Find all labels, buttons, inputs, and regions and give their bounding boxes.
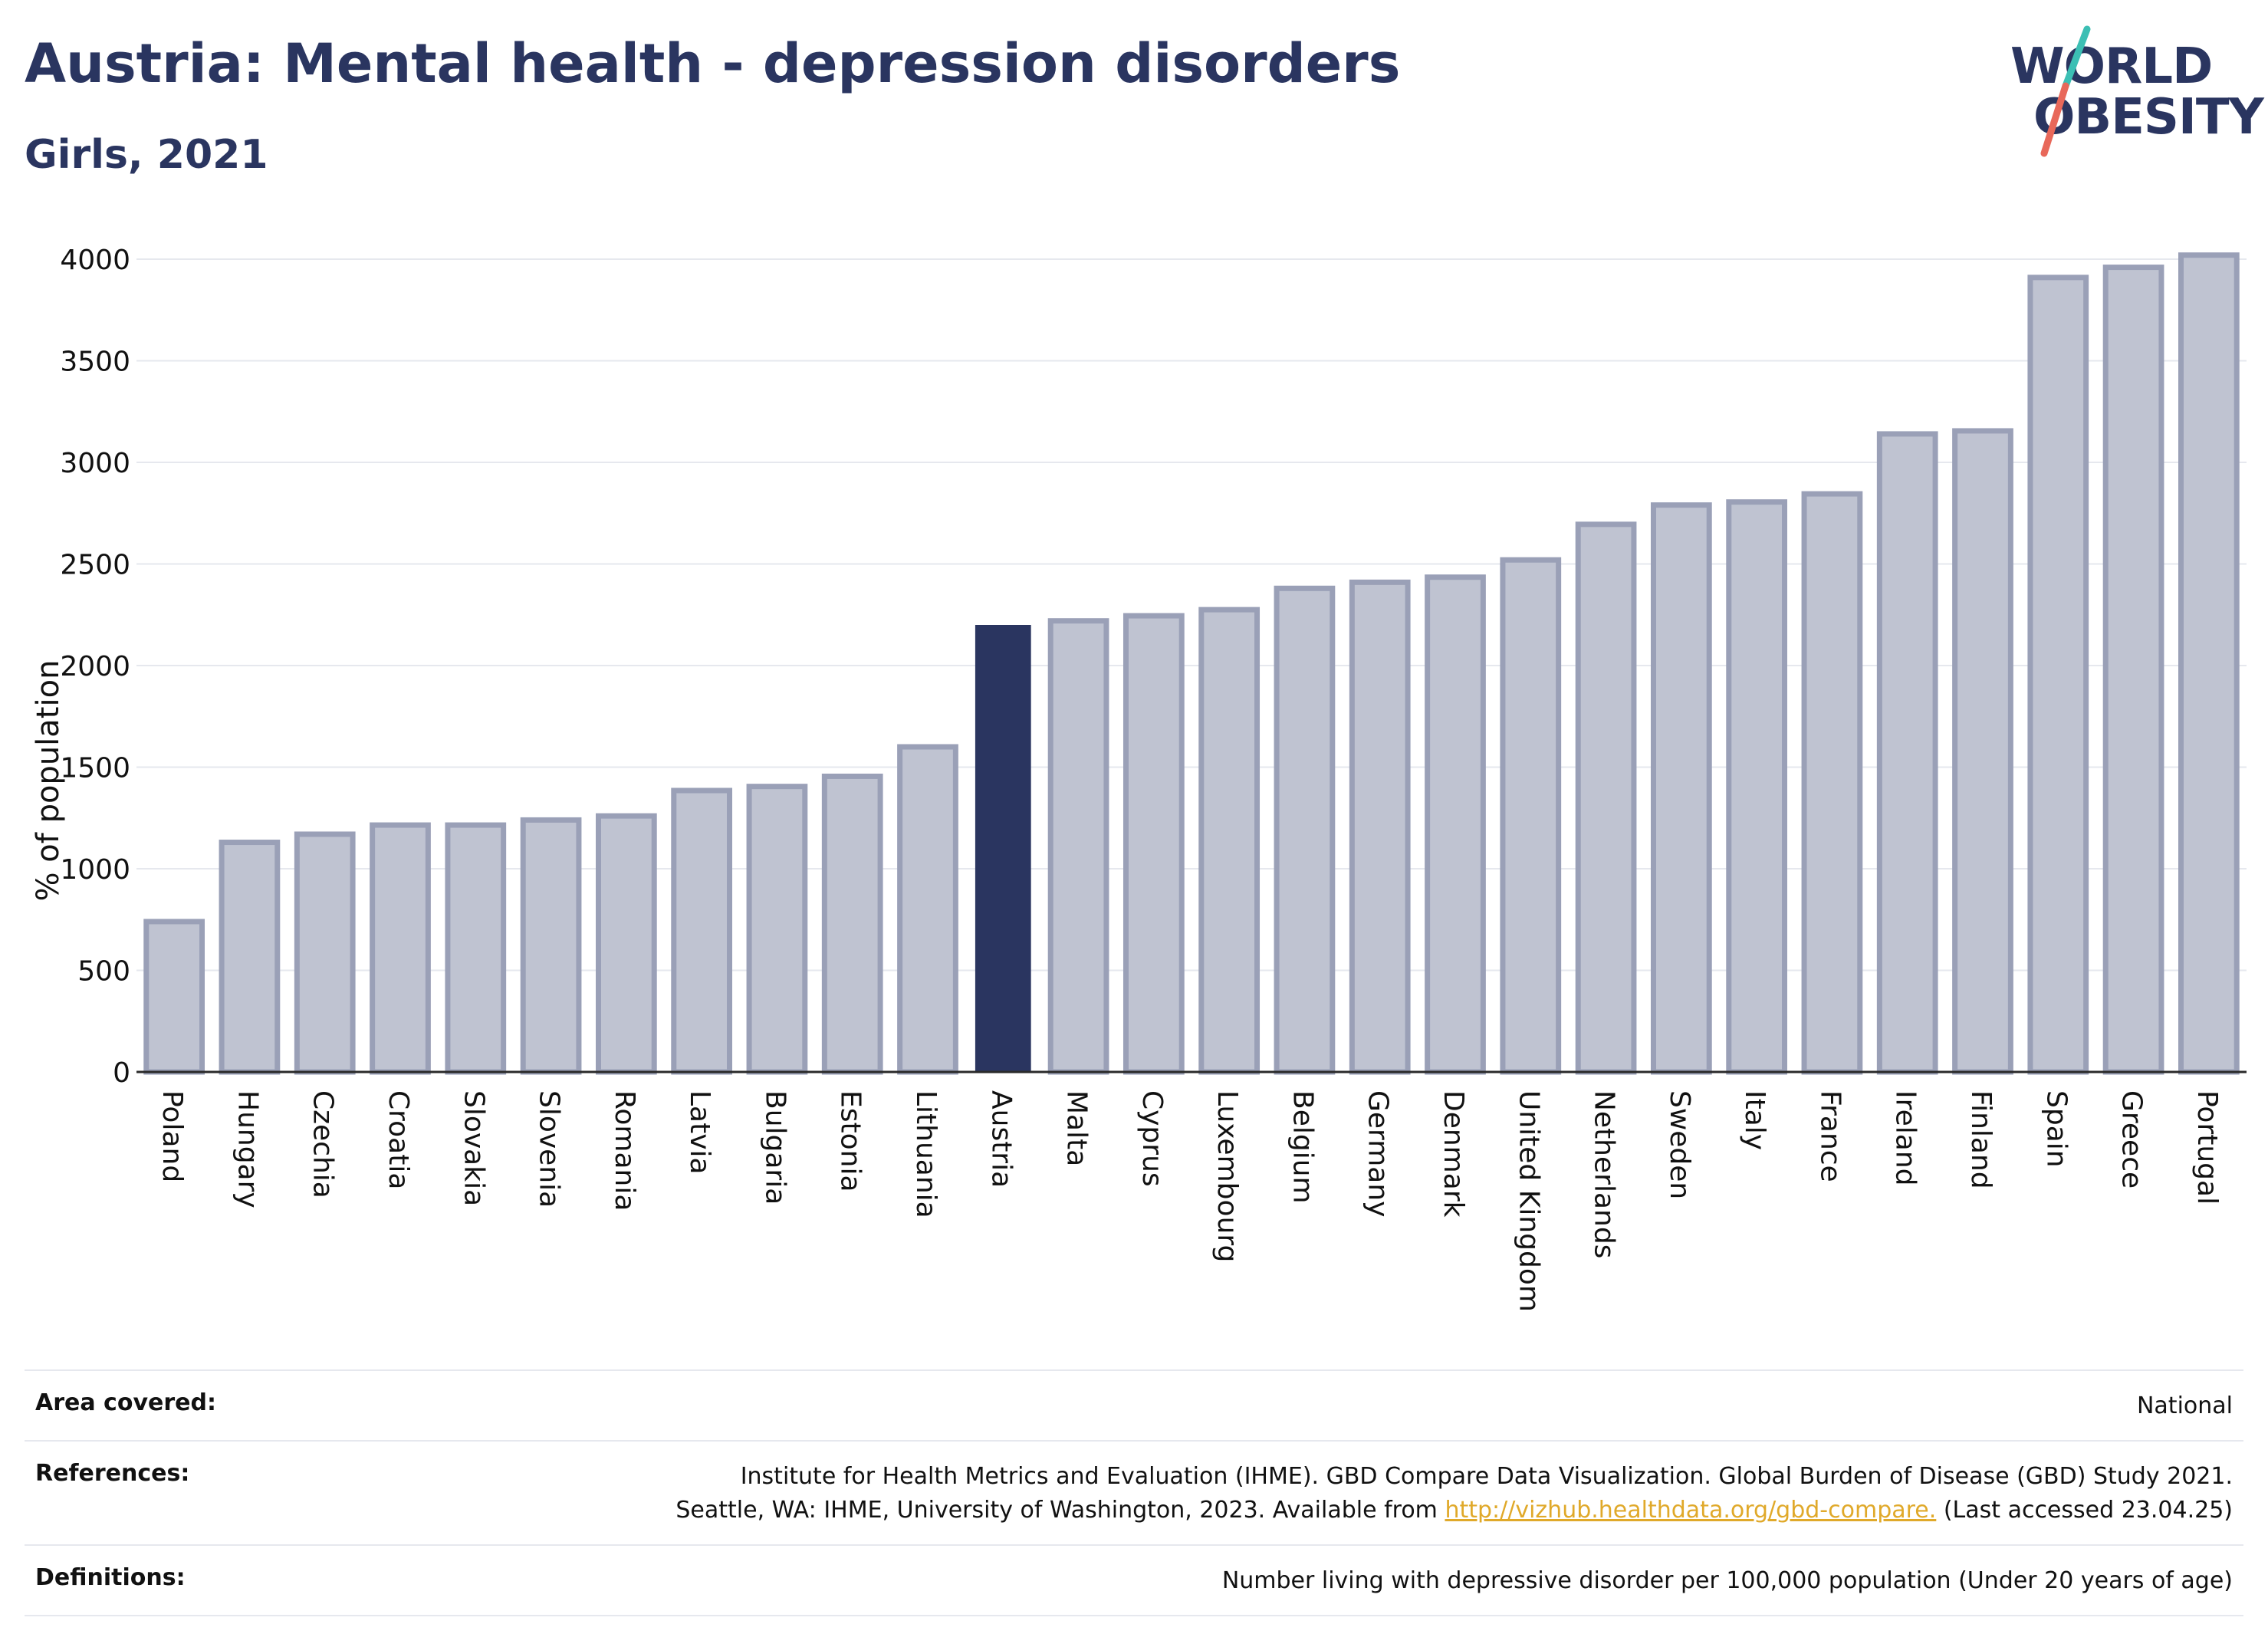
area-covered-value: National xyxy=(2136,1392,2233,1419)
x-tick-label: Greece xyxy=(2116,1090,2148,1189)
y-tick-label: 2500 xyxy=(60,550,130,581)
x-axis-ticks: Poland Hungary Czechia Croatia Slovakia Slove… xyxy=(156,1090,2223,1312)
x-tick-label: Slovenia xyxy=(534,1090,565,1208)
bar-slovakia xyxy=(445,822,507,1075)
info-table: Area covered: National References: Insti… xyxy=(25,1369,2243,1616)
bar-italy xyxy=(1726,499,1788,1075)
bar-ireland xyxy=(1876,431,1938,1075)
x-tick-label: Czechia xyxy=(307,1090,339,1198)
bar-hungary xyxy=(219,840,281,1075)
references-value: Institute for Health Metrics and Evaluat… xyxy=(675,1460,2233,1527)
y-tick-label: 2000 xyxy=(60,651,130,682)
x-tick-label: Romania xyxy=(609,1090,640,1211)
bar-poland xyxy=(143,919,205,1075)
bar-finland xyxy=(1952,428,2013,1075)
bar-sweden xyxy=(1650,502,1712,1075)
y-tick-label: 0 xyxy=(113,1057,130,1089)
bar-chart: 0 500 1000 1500 2000 2500 3000 3500 4000 Poland H… xyxy=(31,245,2247,1312)
bar-lithuania xyxy=(897,744,958,1075)
references-line1: Institute for Health Metrics and Evaluat… xyxy=(740,1463,2233,1490)
bar-france xyxy=(1801,491,1863,1075)
bar-united-kingdom xyxy=(1500,557,1562,1075)
bar-luxembourg xyxy=(1198,607,1261,1075)
bar-czechia xyxy=(294,831,356,1075)
references-line2-post: (Last accessed 23.04.25) xyxy=(1936,1497,2233,1524)
x-tick-label: Italy xyxy=(1739,1090,1770,1150)
x-tick-label: Germany xyxy=(1362,1090,1394,1217)
y-tick-label: 4000 xyxy=(60,245,130,276)
y-tick-label: 3500 xyxy=(60,347,130,378)
world-obesity-logo: WORLD OBESITY xyxy=(2001,23,2264,161)
x-tick-label: Spain xyxy=(2040,1090,2072,1168)
bar-denmark xyxy=(1425,574,1486,1075)
bar-croatia xyxy=(370,822,431,1075)
references-row: References: Institute for Health Metrics… xyxy=(25,1440,2243,1544)
x-tick-label: Finland xyxy=(1965,1090,1997,1189)
bar-latvia xyxy=(671,787,733,1075)
y-tick-label: 3000 xyxy=(60,448,130,479)
area-covered-row: Area covered: National xyxy=(25,1369,2243,1440)
x-tick-label: Portugal xyxy=(2191,1090,2223,1205)
x-tick-label: Lithuania xyxy=(910,1090,942,1218)
chart-subtitle: Girls, 2021 xyxy=(25,132,268,178)
definitions-label: Definitions: xyxy=(35,1564,186,1591)
bar-slovenia xyxy=(520,817,582,1075)
x-tick-label: Austria xyxy=(985,1090,1017,1188)
bar-estonia xyxy=(821,773,883,1075)
bar-austria xyxy=(975,625,1031,1072)
references-link[interactable]: http://vizhub.healthdata.org/gbd-compare… xyxy=(1445,1497,1937,1524)
bar-cyprus xyxy=(1122,613,1185,1075)
x-tick-label: United Kingdom xyxy=(1513,1090,1544,1312)
x-tick-label: Bulgaria xyxy=(759,1090,791,1205)
y-tick-label: 1000 xyxy=(60,854,130,886)
bar-portugal xyxy=(2178,252,2240,1075)
y-axis-ticks: 0 500 1000 1500 2000 2500 3000 3500 4000 xyxy=(60,245,130,1089)
bar-netherlands xyxy=(1575,521,1637,1075)
y-tick-label: 1500 xyxy=(60,753,130,784)
logo-text-world: WORLD xyxy=(2010,38,2213,95)
bar-greece xyxy=(2102,265,2164,1075)
bar-bulgaria xyxy=(746,784,808,1075)
x-tick-label: Luxembourg xyxy=(1211,1090,1243,1262)
chart-title: Austria: Mental health - depression diso… xyxy=(25,32,1401,95)
x-tick-label: Croatia xyxy=(383,1090,414,1189)
bar-malta xyxy=(1047,618,1109,1075)
logo-text-obesity: OBESITY xyxy=(2033,89,2264,146)
x-tick-label: Poland xyxy=(156,1090,188,1182)
y-axis-title: % of population xyxy=(31,660,66,902)
bar-romania xyxy=(595,813,657,1075)
bar-germany xyxy=(1349,579,1411,1075)
x-tick-label: Denmark xyxy=(1438,1090,1469,1218)
x-tick-label: Estonia xyxy=(835,1090,866,1192)
x-tick-label: Slovakia xyxy=(458,1090,489,1206)
x-tick-label: Hungary xyxy=(232,1090,263,1208)
x-tick-label: France xyxy=(1814,1090,1846,1182)
logo-slash-icon xyxy=(2040,25,2091,157)
x-tick-label: Belgium xyxy=(1287,1090,1318,1204)
bar-spain xyxy=(2027,275,2089,1075)
area-covered-label: Area covered: xyxy=(35,1389,216,1416)
x-tick-label: Cyprus xyxy=(1136,1090,1168,1187)
definitions-row: Definitions: Number living with depressi… xyxy=(25,1544,2243,1616)
y-tick-label: 500 xyxy=(77,956,130,988)
definitions-value: Number living with depressive disorder p… xyxy=(1221,1567,2233,1594)
bar-belgium xyxy=(1274,585,1336,1075)
x-tick-label: Malta xyxy=(1061,1090,1093,1166)
x-tick-label: Ireland xyxy=(1890,1090,1921,1186)
references-label: References: xyxy=(35,1460,190,1487)
x-tick-label: Netherlands xyxy=(1589,1090,1620,1258)
x-tick-label: Latvia xyxy=(684,1090,715,1175)
bars xyxy=(143,252,2240,1075)
x-tick-label: Sweden xyxy=(1664,1090,1695,1199)
references-line2-pre: Seattle, WA: IHME, University of Washing… xyxy=(675,1497,1445,1524)
